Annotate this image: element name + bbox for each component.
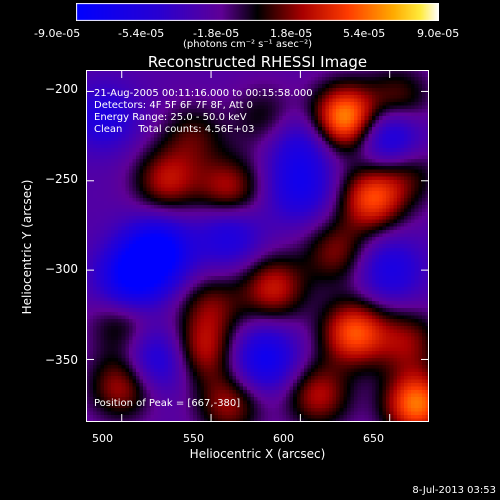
plot-area: 21-Aug-2005 00:11:16.000 to 00:15:58.000…: [86, 70, 429, 422]
colorbar-tick-label: -5.4e-05: [118, 27, 165, 40]
timestamp: 8-Jul-2013 03:53: [412, 485, 496, 496]
x-tick-label: 500: [92, 432, 113, 445]
colorbar-unit-label: (photons cm⁻² s⁻¹ asec⁻²): [183, 39, 313, 50]
colorbar: [76, 3, 439, 21]
heatmap-image: [86, 70, 429, 422]
x-tick-label: 650: [363, 432, 384, 445]
plot-frame: [86, 70, 429, 422]
colorbar-tick-label: 5.4e-05: [343, 27, 386, 40]
y-tick-label: −300: [45, 262, 78, 276]
peak-position-annotation: Position of Peak = [667,-380]: [94, 398, 241, 409]
y-tick-label: −350: [45, 353, 78, 367]
colorbar-tick-label: 9.0e-05: [417, 27, 460, 40]
detectors-annotation: Detectors: 4F 5F 6F 7F 8F, Att 0: [94, 100, 254, 111]
colorbar-tick-label: -9.0e-05: [34, 27, 81, 40]
y-tick-label: −250: [45, 172, 78, 186]
y-tick-label: −200: [45, 82, 78, 96]
total-counts-annotation: Clean Total counts: 4.56E+03: [94, 124, 255, 135]
x-axis-ticks: [121, 70, 391, 422]
x-tick-label: 550: [183, 432, 204, 445]
y-axis-label: Heliocentric Y (arcsec): [20, 179, 34, 315]
colorbar-tick-label: -1.8e-05: [193, 27, 240, 40]
time-range-annotation: 21-Aug-2005 00:11:16.000 to 00:15:58.000: [94, 88, 313, 99]
x-axis-label: Heliocentric X (arcsec): [189, 447, 326, 461]
energy-range-annotation: Energy Range: 25.0 - 50.0 keV: [94, 112, 247, 123]
colorbar-tick-label: 1.8e-05: [270, 27, 313, 40]
y-axis-ticks: [86, 90, 429, 360]
x-tick-label: 600: [273, 432, 294, 445]
chart-title: Reconstructed RHESSI Image: [147, 53, 368, 71]
